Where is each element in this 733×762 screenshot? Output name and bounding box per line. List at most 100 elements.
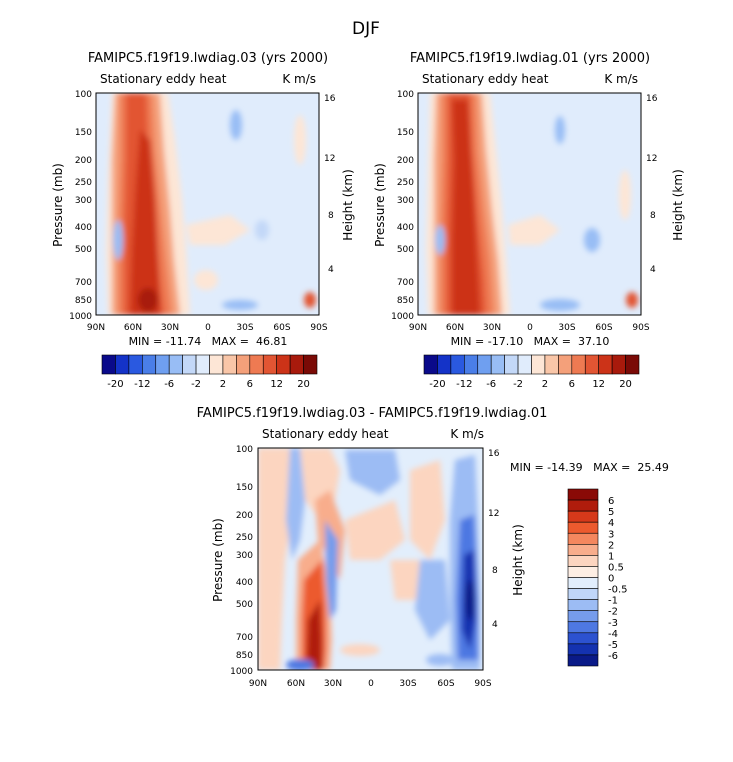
colorbar-2-swatch	[517, 354, 532, 375]
y-tick-label: 400	[236, 578, 253, 588]
colorbar-3-label: -2	[608, 607, 618, 618]
suptitle: DJF	[352, 19, 380, 39]
x-tick-label: 0	[205, 323, 211, 333]
colorbar-1-swatch	[195, 354, 210, 375]
y-tick-label: 250	[236, 533, 253, 543]
colorbar-1-label: 12	[270, 379, 283, 390]
y-tick-label: 400	[75, 223, 92, 233]
colorbar-2-swatch	[531, 354, 546, 375]
colorbar-1-label: 2	[220, 379, 226, 390]
colorbar-3-label: 4	[608, 518, 614, 529]
colorbar-1-swatch	[303, 354, 318, 375]
y-tick-label: 400	[397, 223, 414, 233]
colorbar-3-swatch	[567, 599, 599, 611]
panel-1: FAMIPC5.f19f19.lwdiag.03 (yrs 2000) Stat…	[51, 51, 355, 390]
colorbar-2-swatch	[544, 354, 559, 375]
y-tick-label: 700	[75, 278, 92, 288]
y2-tick-label: 12	[488, 509, 499, 519]
colorbar-3-label: 1	[608, 551, 614, 562]
x-tick-label: 60N	[124, 323, 142, 333]
colorbar-1-swatch	[155, 354, 170, 375]
panel-2-title: FAMIPC5.f19f19.lwdiag.01 (yrs 2000)	[410, 51, 650, 66]
colorbar-1-swatch	[289, 354, 304, 375]
panel-3-x-axis: 90N 60N 30N 0 30S 60S 90S	[249, 679, 492, 689]
colorbar-1-label: -2	[191, 379, 201, 390]
panel-1-left-label: Stationary eddy heat	[100, 72, 227, 86]
colorbar-2-swatch	[490, 354, 505, 375]
x-tick-label: 90S	[474, 679, 491, 689]
y-tick-label: 250	[397, 178, 414, 188]
y2-tick-label: 4	[328, 265, 334, 275]
panel-3-left-label: Stationary eddy heat	[262, 427, 389, 441]
colorbar-1-swatch	[276, 354, 291, 375]
colorbar-3-label: 5	[608, 507, 614, 518]
panel-2-left-label: Stationary eddy heat	[422, 72, 549, 86]
x-tick-label: 0	[368, 679, 374, 689]
y2-tick-label: 4	[650, 265, 656, 275]
colorbar-3-swatch	[567, 610, 599, 623]
colorbar-2-swatch	[584, 354, 599, 375]
colorbar-3-label: 0.5	[608, 562, 624, 573]
y-tick-label: 200	[236, 511, 253, 521]
y-tick-label: 500	[236, 600, 253, 610]
panel-2-unit-label: K m/s	[604, 72, 638, 86]
panel-1-ylabel2: Height (km)	[341, 169, 355, 240]
x-tick-label: 90N	[87, 323, 105, 333]
colorbar-2-swatch	[437, 354, 452, 375]
colorbar-3-swatch	[567, 577, 599, 589]
colorbar-3-label: -0.5	[608, 585, 628, 596]
y-tick-label: 200	[75, 156, 92, 166]
y2-tick-label: 16	[646, 94, 658, 104]
colorbar-3-swatch	[567, 510, 599, 523]
panel-2-y2-axis: 16 12 8 4 Height (km)	[646, 94, 685, 275]
colorbar-1-swatch	[168, 354, 183, 375]
y2-tick-label: 4	[492, 620, 498, 630]
colorbar-2-swatch	[558, 354, 573, 375]
colorbar-1-swatch	[236, 354, 251, 375]
y2-tick-label: 16	[488, 449, 500, 459]
panel-3-unit-label: K m/s	[450, 427, 484, 441]
y2-tick-label: 16	[324, 94, 336, 104]
colorbar-1-swatch	[249, 354, 264, 375]
panel-2-x-axis: 90N 60N 30N 0 30S 60S 90S	[409, 323, 650, 333]
colorbar-2-swatch	[611, 354, 626, 375]
y-tick-label: 100	[236, 445, 253, 455]
y-tick-label: 300	[236, 551, 253, 561]
y2-tick-label: 12	[646, 154, 657, 164]
panel-3-contour-field	[258, 448, 483, 670]
colorbar-1-label: -20	[107, 379, 123, 390]
colorbar-3-swatch	[567, 521, 599, 534]
colorbar-1-label: 20	[297, 379, 310, 390]
colorbar-3-swatch	[567, 621, 599, 634]
colorbar-2-swatch	[464, 354, 479, 375]
colorbar-3-label: -4	[608, 629, 618, 640]
colorbar-1-label: -6	[164, 379, 174, 390]
panel-3-title: FAMIPC5.f19f19.lwdiag.03 - FAMIPC5.f19f1…	[197, 406, 548, 421]
colorbar-2-swatch	[571, 354, 586, 375]
panel-3-y-axis: 100 150 200 250 300 400 500 700 850 1000…	[211, 445, 253, 677]
x-tick-label: 30S	[399, 679, 416, 689]
panel-1-title: FAMIPC5.f19f19.lwdiag.03 (yrs 2000)	[88, 51, 328, 66]
x-tick-label: 30N	[161, 323, 179, 333]
y-tick-label: 700	[397, 278, 414, 288]
colorbar-3-label: 0	[608, 574, 614, 585]
colorbar-3-swatch	[567, 643, 599, 656]
colorbar-1-swatch	[262, 354, 277, 375]
y-tick-label: 850	[75, 296, 92, 306]
panel-1-y-axis: 100 150 200 250 300 400 500 700 850 1000…	[51, 90, 92, 322]
x-tick-label: 60N	[446, 323, 464, 333]
colorbar-1-label: 6	[247, 379, 253, 390]
panel-1-contour-field	[96, 93, 319, 315]
y-tick-label: 850	[236, 651, 253, 661]
colorbar-3-swatch	[567, 555, 599, 567]
panel-3-ylabel2: Height (km)	[511, 524, 525, 595]
colorbar-1-swatch	[115, 354, 130, 375]
colorbar-2-label: 6	[569, 379, 575, 390]
x-tick-label: 90S	[632, 323, 649, 333]
x-tick-label: 60S	[437, 679, 454, 689]
y-tick-label: 100	[397, 90, 414, 100]
panel-3-stats: MIN = -14.39 MAX = 25.49	[510, 461, 669, 474]
colorbar-3-swatch	[567, 499, 599, 512]
y-tick-label: 700	[236, 633, 253, 643]
